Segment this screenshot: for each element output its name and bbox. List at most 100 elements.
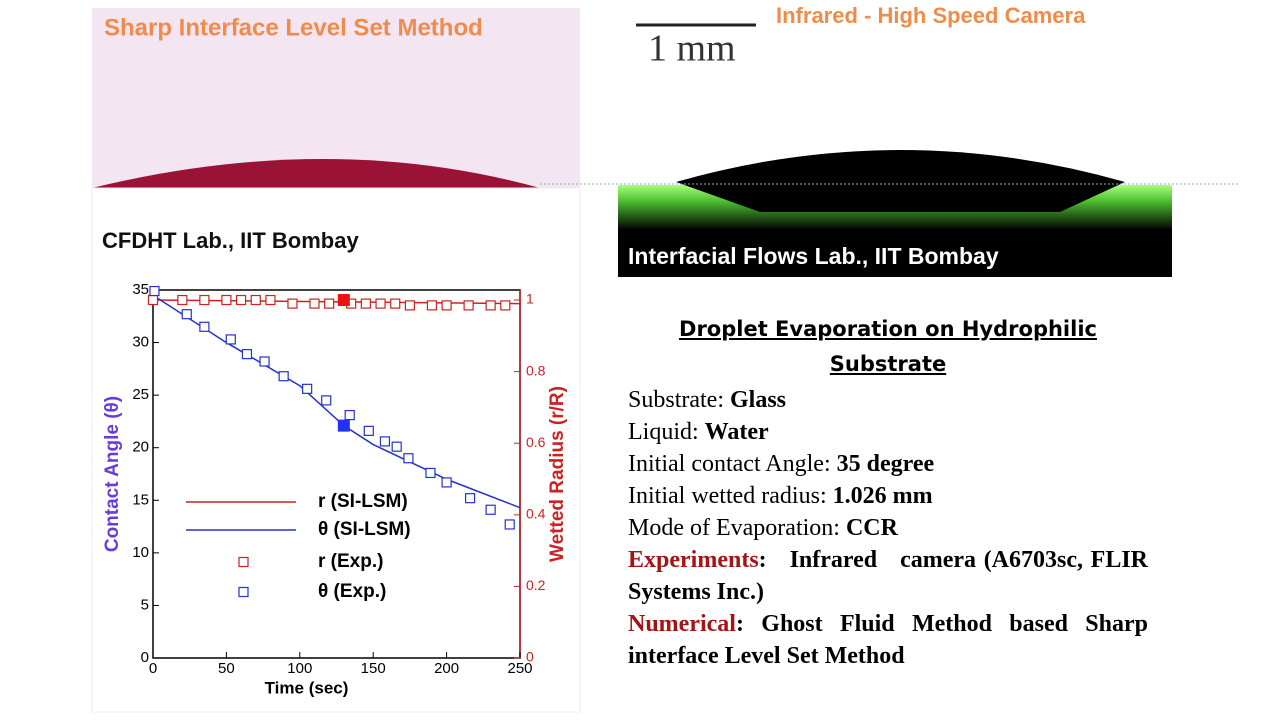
x-tick-label: 100 bbox=[287, 660, 312, 677]
left-lab: CFDHT Lab., IIT Bombay bbox=[102, 228, 359, 253]
data-point bbox=[425, 467, 436, 479]
data-point bbox=[278, 371, 289, 382]
simulation-frame bbox=[92, 8, 580, 188]
data-point bbox=[391, 441, 402, 452]
spec-label: Experiments bbox=[628, 547, 759, 573]
spec-label: Initial wetted radius: bbox=[628, 483, 827, 509]
description-title: Droplet Evaporation on Hydrophilic Subst… bbox=[679, 317, 1097, 376]
legend-marker bbox=[238, 586, 249, 598]
data-point bbox=[441, 300, 452, 311]
spec-item: Initial wetted radius: 1.026 mm bbox=[628, 480, 1148, 512]
y2-tick-label: 0 bbox=[526, 649, 534, 665]
spec-value: Glass bbox=[730, 387, 787, 413]
legend-marker bbox=[238, 556, 249, 568]
scale-label: 1 mm bbox=[648, 28, 736, 70]
data-point bbox=[199, 321, 210, 332]
data-point bbox=[147, 294, 159, 306]
data-point bbox=[426, 300, 438, 311]
data-point bbox=[177, 294, 188, 306]
spec-label: Liquid: bbox=[628, 419, 699, 445]
description: Droplet Evaporation on Hydrophilic Subst… bbox=[628, 312, 1148, 672]
data-point bbox=[360, 298, 371, 309]
spec-label: Mode of Evaporation: bbox=[628, 515, 840, 541]
spec-item: Initial contact Angle: 35 degree bbox=[628, 448, 1148, 480]
y-axis-label: Contact Angle (θ) bbox=[102, 396, 123, 552]
data-point bbox=[324, 298, 335, 309]
y2-tick-label: 0.6 bbox=[526, 434, 546, 450]
y2-tick-label: 0.2 bbox=[526, 577, 546, 593]
data-point bbox=[404, 300, 415, 311]
y-tick-label: 15 bbox=[132, 491, 149, 508]
left-title: Sharp Interface Level Set Method bbox=[104, 14, 483, 41]
chart: 0 50 100 150 200 2500510152025303500.20.40.60… bbox=[102, 281, 568, 698]
y-tick-label: 30 bbox=[132, 334, 149, 351]
x-tick-label: 150 bbox=[361, 660, 386, 677]
data-point bbox=[302, 383, 313, 394]
data-point bbox=[390, 298, 401, 309]
spec-label: Initial contact Angle: bbox=[628, 451, 831, 477]
data-point bbox=[403, 453, 414, 464]
data-point bbox=[149, 285, 160, 297]
data-point bbox=[485, 300, 496, 311]
data-point bbox=[464, 493, 476, 504]
data-point bbox=[181, 309, 192, 320]
legend-label: θ (SI-LSM) bbox=[318, 519, 411, 540]
data-point bbox=[241, 349, 253, 360]
x-tick-label: 50 bbox=[218, 660, 235, 677]
data-point bbox=[309, 298, 320, 309]
legend-label: r (Exp.) bbox=[318, 551, 383, 572]
data-point bbox=[265, 294, 276, 306]
y2-axis-label: Wetted Radius (r/R) bbox=[547, 386, 568, 562]
spec-item: Substrate: Glass bbox=[628, 384, 1148, 416]
data-point bbox=[375, 298, 386, 309]
imaged-droplet bbox=[676, 150, 1125, 212]
data-point bbox=[441, 477, 452, 488]
data-point bbox=[379, 436, 391, 447]
x-tick-label: 0 bbox=[149, 660, 157, 677]
data-point bbox=[221, 294, 232, 306]
x-tick-label: 200 bbox=[434, 660, 459, 677]
y-tick-label: 10 bbox=[132, 544, 149, 561]
y2-tick-label: 0.8 bbox=[526, 362, 546, 378]
y-tick-label: 20 bbox=[132, 439, 149, 456]
chart-panel bbox=[91, 187, 581, 713]
data-point bbox=[500, 300, 511, 311]
legend-label: r (SI-LSM) bbox=[318, 491, 408, 512]
data-point bbox=[485, 504, 496, 515]
data-point bbox=[225, 334, 236, 345]
series-line bbox=[152, 299, 521, 305]
data-point bbox=[235, 294, 247, 306]
x-axis-label: Time (sec) bbox=[265, 678, 349, 697]
y-tick-label: 35 bbox=[132, 281, 149, 298]
data-point bbox=[287, 298, 298, 309]
y2-tick-label: 1 bbox=[526, 291, 534, 307]
data-point bbox=[250, 294, 261, 306]
data-point bbox=[463, 300, 474, 311]
spec-value: 1.026 mm bbox=[832, 483, 933, 509]
highlight-point bbox=[337, 294, 350, 307]
spec-item: Numerical: Ghost Fluid Method based Shar… bbox=[628, 608, 1148, 672]
data-point bbox=[199, 294, 210, 306]
y-tick-label: 0 bbox=[141, 649, 149, 666]
spec-item: Mode of Evaporation: CCR bbox=[628, 512, 1148, 544]
spec-value: CCR bbox=[845, 515, 898, 541]
spec-value: Water bbox=[704, 419, 769, 445]
right-title: Infrared - High Speed Camera bbox=[776, 3, 1086, 28]
y2-tick-label: 0.4 bbox=[526, 506, 546, 522]
y-tick-label: 25 bbox=[132, 386, 149, 403]
y-tick-label: 5 bbox=[141, 596, 149, 613]
data-point bbox=[504, 519, 515, 530]
right-lab: Interfacial Flows Lab., IIT Bombay bbox=[628, 243, 999, 269]
x-tick-label: 250 bbox=[507, 660, 532, 677]
data-point bbox=[321, 395, 332, 406]
spec-value: : Infrared camera (A6703sc, FLIR Systems… bbox=[628, 547, 1154, 605]
spec-label: Substrate: bbox=[628, 387, 724, 413]
spec-item: Experiments: Infrared camera (A6703sc, F… bbox=[628, 544, 1148, 608]
data-point bbox=[344, 410, 355, 421]
data-point bbox=[363, 425, 374, 436]
highlight-point bbox=[337, 419, 350, 432]
spec-value: 35 degree bbox=[836, 451, 935, 477]
spec-item: Liquid: Water bbox=[628, 416, 1148, 448]
